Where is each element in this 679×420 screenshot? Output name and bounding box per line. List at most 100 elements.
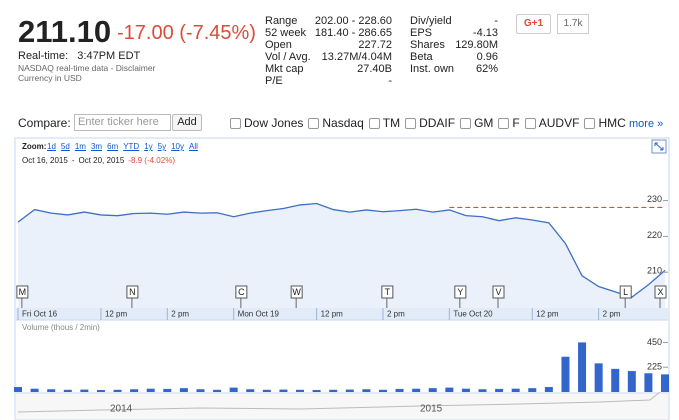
- flag-label: W: [292, 287, 301, 297]
- stat-label: Div/yield: [410, 15, 452, 27]
- stat-value: 181.40 - 286.65: [314, 27, 392, 39]
- flag: [492, 285, 505, 299]
- stat-value: 202.00 - 228.60: [314, 15, 392, 27]
- volume-bar: [345, 389, 354, 392]
- range-end: Oct 20, 2015: [78, 156, 125, 165]
- stat-label: Inst. own: [410, 63, 455, 75]
- zoom-options: 1d 5d 1m 3m 6m YTD 1y 5y 10y All: [47, 142, 198, 151]
- price-change: -17.00 (-7.45%): [117, 22, 256, 44]
- checkbox[interactable]: [230, 117, 241, 129]
- y-tick-label: 230: [647, 194, 662, 204]
- volume-bar: [378, 389, 387, 392]
- volume-bar: [611, 368, 620, 392]
- ticker-checkbox[interactable]: AUDVF: [524, 116, 580, 130]
- stat-label: P/E: [265, 75, 283, 87]
- volume-bar: [478, 389, 487, 392]
- volume-bar: [495, 388, 504, 392]
- ticker-checkbox[interactable]: F: [498, 116, 520, 130]
- ticker-checkbox[interactable]: Nasdaq: [308, 116, 364, 130]
- zoom-option[interactable]: 10y: [171, 142, 184, 151]
- price: 211.10: [18, 14, 112, 49]
- zoom-option[interactable]: 1y: [144, 142, 153, 151]
- zoom-option[interactable]: 5d: [60, 142, 70, 151]
- flag: [454, 285, 467, 299]
- checkbox[interactable]: [405, 117, 417, 129]
- ticker-input[interactable]: Enter ticker here: [74, 114, 171, 131]
- flag-label: N: [129, 287, 136, 297]
- volume-bar: [279, 389, 288, 392]
- stat-label: Shares: [410, 39, 445, 51]
- checkbox[interactable]: [308, 117, 320, 129]
- range-sep: -: [71, 156, 75, 165]
- ticker-checkbox[interactable]: DDAIF: [405, 116, 455, 130]
- volume-bar: [47, 389, 56, 392]
- volume-bar: [528, 388, 537, 392]
- zoom-option[interactable]: YTD: [123, 142, 140, 151]
- checkbox[interactable]: [584, 117, 596, 129]
- stat-value: 13.27M/4.04M: [321, 51, 392, 63]
- volume-bar: [146, 388, 155, 392]
- x-tick-label: Fri Oct 16: [22, 310, 58, 319]
- flag: [290, 285, 303, 299]
- ticker-checkbox[interactable]: Dow Jones: [230, 116, 303, 130]
- plus-count: 1.7k: [557, 14, 589, 34]
- checkbox[interactable]: [460, 117, 472, 129]
- ticker-name: DDAIF: [419, 116, 456, 130]
- stat-label: 52 week: [265, 27, 306, 39]
- fullscreen-button[interactable]: [651, 139, 667, 154]
- volume-title: Volume (thous / 2min): [22, 323, 100, 332]
- checkbox[interactable]: [368, 117, 380, 129]
- volume-bar: [213, 389, 222, 392]
- more-link[interactable]: more »: [629, 118, 664, 130]
- time-axis-strip: [16, 308, 668, 320]
- navigator-label: 2014: [110, 404, 133, 415]
- zoom-option[interactable]: 3m: [90, 142, 103, 151]
- stat-value: 27.40B: [357, 63, 392, 75]
- checkbox[interactable]: [498, 117, 510, 129]
- currency: Currency in USD: [18, 73, 82, 83]
- ticker-checkbox[interactable]: GM: [460, 116, 493, 130]
- y-tick-label: 225: [647, 362, 662, 372]
- zoom-option[interactable]: 1m: [74, 142, 86, 151]
- x-tick-label: 12 pm: [105, 310, 128, 319]
- fullscreen-icon: [654, 142, 664, 151]
- volume-bar: [661, 374, 669, 392]
- stat-label: Beta: [410, 51, 433, 63]
- x-tick-label: Mon Oct 19: [238, 310, 280, 319]
- checkbox[interactable]: [524, 117, 536, 129]
- volume-bar: [163, 388, 172, 392]
- zoom-option[interactable]: 5y: [157, 142, 167, 151]
- x-tick-label: 2 pm: [603, 310, 621, 319]
- price-line: [17, 202, 666, 298]
- date-range: Oct 16, 2015 - Oct 20, 2015 -8.9 (-4.02%…: [22, 156, 175, 165]
- volume-bar: [445, 387, 454, 392]
- zoom-option[interactable]: 6m: [107, 142, 119, 151]
- volume-bar: [511, 388, 520, 392]
- stat-value: 129.80M: [455, 39, 498, 51]
- navigator-line: [17, 391, 661, 413]
- volume-bar: [196, 389, 205, 392]
- plus-one-button[interactable]: G+1: [516, 14, 551, 34]
- stat-label: Vol / Avg.: [265, 51, 311, 63]
- x-tick-label: Tue Oct 20: [453, 310, 493, 319]
- ticker-checkbox[interactable]: TM: [368, 116, 400, 130]
- volume-bar: [578, 342, 587, 392]
- zoom-option[interactable]: 1d: [47, 142, 56, 151]
- flag-label: L: [623, 287, 628, 297]
- volume-bar: [561, 356, 570, 392]
- stat-value: 227.72: [358, 39, 392, 51]
- volume-bar: [312, 390, 321, 392]
- volume-bar: [461, 388, 470, 392]
- ticker-name: AUDVF: [538, 116, 580, 130]
- volume-bar: [14, 387, 22, 392]
- zoom-option[interactable]: All: [189, 142, 198, 151]
- y-tick-label: 220: [647, 230, 662, 240]
- volume-bar: [113, 389, 122, 392]
- ticker-name: GM: [474, 116, 494, 130]
- stat-label: EPS: [410, 27, 433, 39]
- flag: [654, 285, 667, 299]
- add-button[interactable]: Add: [172, 114, 202, 131]
- flag: [235, 285, 248, 299]
- ticker-checkbox[interactable]: HMC: [584, 116, 626, 130]
- x-tick-label: 2 pm: [171, 310, 189, 319]
